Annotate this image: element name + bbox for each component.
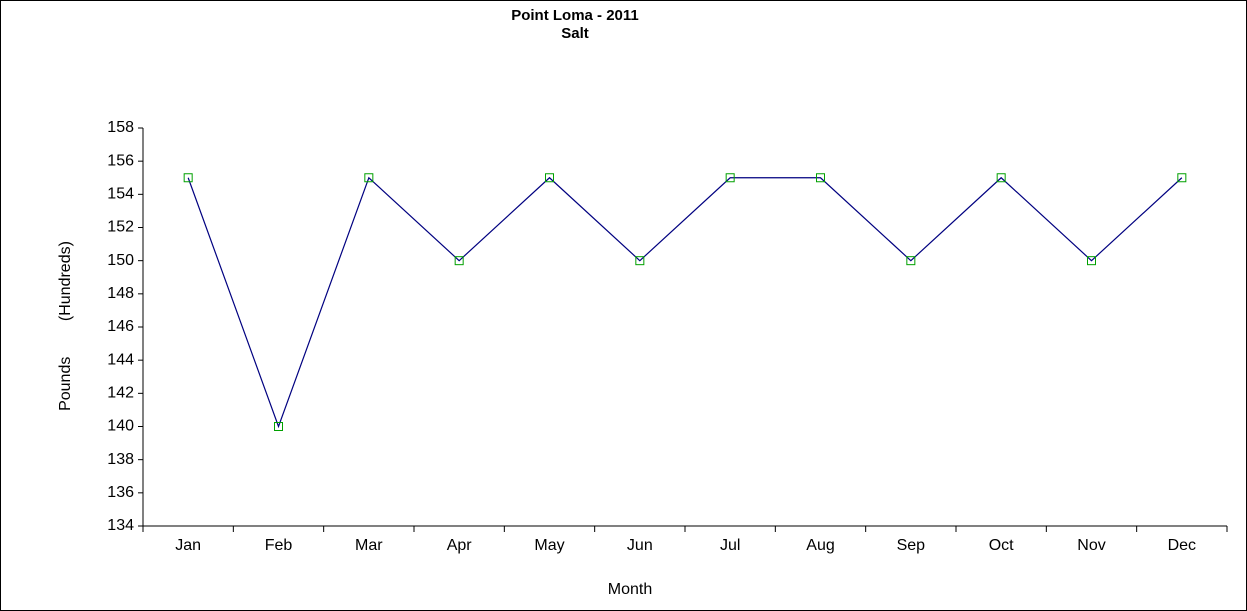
x-tick-label: Apr xyxy=(447,537,473,554)
y-tick-label: 146 xyxy=(107,318,134,335)
marker xyxy=(906,256,916,266)
x-tick-label: May xyxy=(534,537,564,554)
marker xyxy=(364,173,374,183)
x-tick-label: Feb xyxy=(265,537,293,554)
marker xyxy=(183,173,193,183)
marker xyxy=(725,173,735,183)
x-tick-label: Jun xyxy=(627,537,653,554)
x-axis-label: Month xyxy=(608,581,652,598)
x-tick-label: Jan xyxy=(175,537,201,554)
y-tick-label: 136 xyxy=(107,484,134,501)
y-tick-label: 142 xyxy=(107,385,134,402)
y-tick-label: 152 xyxy=(107,219,134,236)
marker xyxy=(274,422,283,431)
y-axis-label: Pounds (Hundreds) xyxy=(57,241,74,411)
x-tick-label: Jul xyxy=(720,537,740,554)
y-tick-label: 156 xyxy=(107,152,134,169)
marker xyxy=(1087,256,1096,266)
chart-title: Point Loma - 2011 xyxy=(511,7,639,24)
y-tick-label: 148 xyxy=(107,285,134,302)
y-tick-label: 154 xyxy=(107,186,134,203)
marker xyxy=(1177,173,1187,183)
marker xyxy=(816,173,825,183)
y-tick-label: 134 xyxy=(107,517,134,534)
y-tick-label: 138 xyxy=(107,451,134,468)
y-tick-label: 140 xyxy=(107,418,134,435)
marker xyxy=(996,173,1006,183)
marker xyxy=(454,256,464,266)
series-line xyxy=(187,176,1183,429)
y-tick-label: 144 xyxy=(107,351,134,368)
x-tick-label: Mar xyxy=(355,537,383,554)
x-tick-label: Dec xyxy=(1168,537,1196,554)
x-tick-label: Aug xyxy=(806,537,834,554)
y-tick-label: 150 xyxy=(107,252,134,269)
y-tick-label: 158 xyxy=(107,119,134,136)
chart-subtitle: Salt xyxy=(561,25,589,42)
marker xyxy=(635,256,645,266)
x-tick-label: Nov xyxy=(1077,537,1105,554)
x-tick-label: Sep xyxy=(897,537,926,554)
x-tick-label: Oct xyxy=(989,537,1014,554)
marker xyxy=(545,173,554,183)
